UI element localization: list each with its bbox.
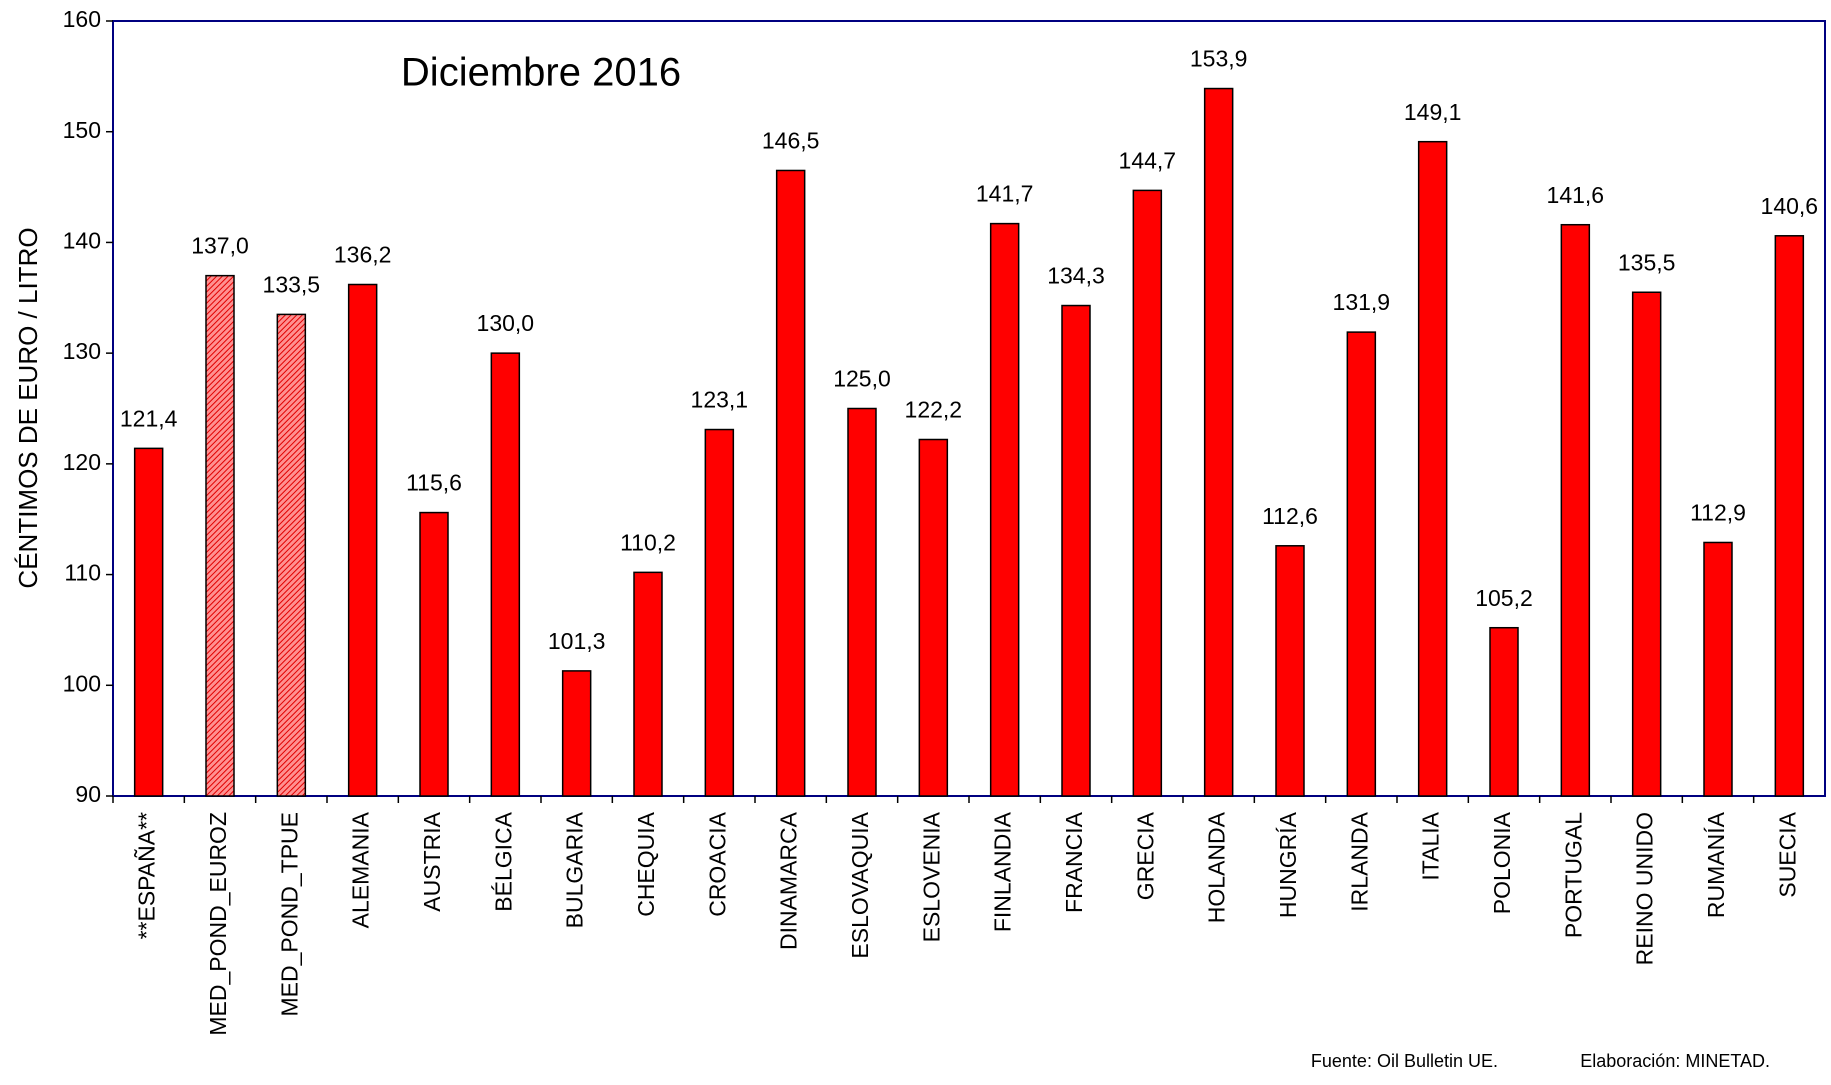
value-label: 140,6 bbox=[1761, 193, 1819, 219]
bar bbox=[561, 670, 592, 797]
value-label: 112,9 bbox=[1690, 500, 1746, 526]
bar bbox=[1061, 304, 1091, 797]
y-tick-label: 140 bbox=[63, 228, 101, 254]
y-tick-label: 130 bbox=[63, 338, 101, 364]
bar bbox=[133, 447, 164, 797]
x-tick-label: **ESPAÑA** bbox=[134, 812, 160, 939]
x-tick-label: AUSTRIA bbox=[419, 811, 445, 911]
bar bbox=[1417, 140, 1448, 797]
x-tick-label: DINAMARCA bbox=[776, 811, 802, 950]
bar bbox=[1560, 223, 1591, 797]
value-label: 136,2 bbox=[334, 242, 392, 268]
x-tick-label: BULGARIA bbox=[562, 811, 588, 928]
bar bbox=[490, 352, 521, 797]
value-label: 137,0 bbox=[191, 233, 249, 259]
x-tick-label: CROACIA bbox=[704, 811, 730, 916]
credit-note: Elaboración: MINETAD. bbox=[1580, 1051, 1770, 1071]
bar bbox=[1203, 87, 1234, 797]
value-label: 125,0 bbox=[833, 366, 891, 392]
bar bbox=[276, 313, 307, 797]
bar bbox=[205, 274, 235, 797]
bar bbox=[989, 222, 1020, 797]
value-label: 112,6 bbox=[1262, 503, 1318, 529]
y-tick-label: 90 bbox=[75, 781, 101, 807]
y-tick-label: 150 bbox=[63, 117, 101, 143]
y-tick-label: 120 bbox=[63, 449, 101, 475]
x-tick-label: ESLOVENIA bbox=[918, 811, 944, 942]
bar bbox=[347, 283, 378, 797]
x-tick-label: RUMANÍA bbox=[1703, 811, 1729, 918]
x-tick-label: ESLOVAQUIA bbox=[847, 811, 873, 958]
x-tick-label: PORTUGAL bbox=[1560, 812, 1586, 938]
chart-title: Diciembre 2016 bbox=[401, 51, 681, 95]
x-tick-label: HOLANDA bbox=[1204, 811, 1230, 923]
bar bbox=[1774, 235, 1805, 797]
x-tick-label: POLONIA bbox=[1489, 811, 1515, 914]
x-tick-label: ITALIA bbox=[1418, 811, 1444, 880]
y-tick-label: 110 bbox=[64, 560, 101, 586]
value-label: 141,7 bbox=[976, 181, 1034, 207]
bar bbox=[1346, 331, 1377, 797]
value-label: 135,5 bbox=[1618, 249, 1676, 275]
bar bbox=[419, 511, 449, 797]
x-tick-label: BÉLGICA bbox=[490, 811, 516, 911]
value-label: 122,2 bbox=[905, 397, 963, 423]
x-tick-label: MED_POND_TPUE bbox=[276, 812, 302, 1016]
value-label: 105,2 bbox=[1475, 585, 1533, 611]
value-label: 115,6 bbox=[406, 470, 462, 496]
x-tick-label: SUECIA bbox=[1774, 811, 1800, 897]
x-tick-label: IRLANDA bbox=[1346, 811, 1372, 911]
bar bbox=[918, 438, 949, 797]
value-label: 110,2 bbox=[620, 529, 676, 555]
x-tick-label: CHEQUIA bbox=[633, 811, 659, 916]
bar bbox=[1489, 626, 1519, 797]
x-tick-label: HUNGRÍA bbox=[1275, 811, 1301, 918]
value-label: 146,5 bbox=[762, 128, 820, 154]
value-label: 121,4 bbox=[120, 405, 178, 431]
bar bbox=[847, 407, 877, 797]
bar bbox=[1132, 189, 1163, 797]
value-label: 153,9 bbox=[1190, 46, 1248, 72]
bar bbox=[775, 169, 806, 797]
x-tick-label: ALEMANIA bbox=[348, 811, 374, 928]
bar bbox=[633, 571, 663, 797]
x-tick-label: REINO UNIDO bbox=[1632, 812, 1658, 965]
value-label: 123,1 bbox=[691, 387, 749, 413]
y-axis-label: CÉNTIMOS DE EURO / LITRO bbox=[13, 227, 43, 588]
bar bbox=[1631, 291, 1662, 797]
x-tick-label: GRECIA bbox=[1132, 811, 1158, 900]
value-label: 130,0 bbox=[477, 310, 535, 336]
value-label: 101,3 bbox=[548, 628, 606, 654]
y-tick-label: 100 bbox=[63, 670, 101, 696]
value-label: 134,3 bbox=[1047, 263, 1105, 289]
value-label: 144,7 bbox=[1119, 147, 1177, 173]
value-label: 133,5 bbox=[263, 271, 321, 297]
y-tick-label: 160 bbox=[63, 6, 101, 32]
value-label: 141,6 bbox=[1547, 182, 1605, 208]
source-note: Fuente: Oil Bulletin UE. bbox=[1311, 1051, 1498, 1071]
x-tick-label: FINLANDIA bbox=[990, 811, 1016, 932]
value-label: 149,1 bbox=[1404, 99, 1462, 125]
x-tick-label: MED_POND_EUROZ bbox=[205, 812, 231, 1036]
value-label: 131,9 bbox=[1333, 289, 1391, 315]
x-tick-label: FRANCIA bbox=[1061, 811, 1087, 913]
bar bbox=[1275, 545, 1305, 797]
bar bbox=[1703, 541, 1733, 797]
bar bbox=[704, 428, 735, 797]
